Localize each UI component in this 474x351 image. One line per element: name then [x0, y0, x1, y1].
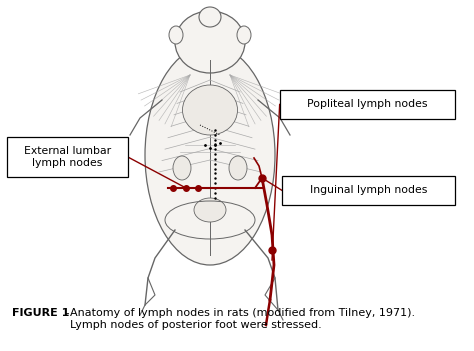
Bar — [282, 176, 455, 205]
Text: Popliteal lymph nodes: Popliteal lymph nodes — [307, 99, 428, 110]
Text: FIGURE 1: FIGURE 1 — [12, 308, 69, 318]
Ellipse shape — [199, 7, 221, 27]
Text: Inguinal lymph nodes: Inguinal lymph nodes — [310, 185, 427, 196]
Ellipse shape — [229, 156, 247, 180]
Bar — [280, 90, 455, 119]
Ellipse shape — [145, 45, 275, 265]
Ellipse shape — [194, 198, 226, 222]
Text: Anatomy of lymph nodes in rats (modified from Tilney, 1971).
Lymph nodes of post: Anatomy of lymph nodes in rats (modified… — [70, 308, 415, 330]
Ellipse shape — [237, 26, 251, 44]
Ellipse shape — [175, 11, 245, 73]
Bar — [7, 137, 128, 177]
Ellipse shape — [182, 85, 237, 135]
Ellipse shape — [173, 156, 191, 180]
Ellipse shape — [169, 26, 183, 44]
Text: -: - — [62, 308, 73, 318]
Text: External lumbar
lymph nodes: External lumbar lymph nodes — [24, 146, 111, 168]
